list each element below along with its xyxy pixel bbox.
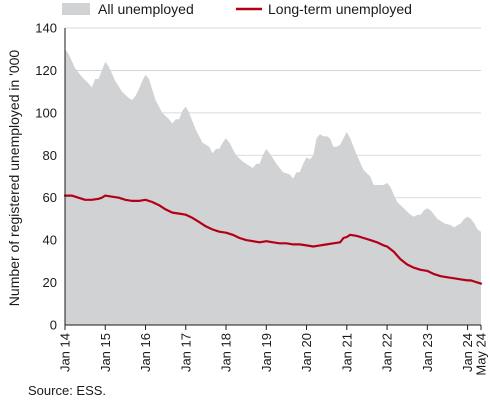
x-tick-label-2015-01: Jan 15 [98,333,113,372]
x-tick-label-2023-01: Jan 23 [420,333,435,372]
x-tick-label-2024-05: May 24 [474,333,489,376]
x-tick-label-2020-01: Jan 20 [299,333,314,372]
x-tick-label-2022-01: Jan 22 [380,333,395,372]
y-tick-label-120: 120 [35,63,57,78]
y-tick-label-20: 20 [43,275,57,290]
x-tick-label-2024-01: Jan 24 [460,333,475,372]
legend-label-all-unemployed: All unemployed [98,1,194,17]
x-tick-label-2016-01: Jan 16 [138,333,153,372]
source-note: Source: ESS. [28,383,106,398]
y-axis-title: Number of registered unemployed in '000 [6,50,22,307]
x-tick-label-2014-01: Jan 14 [58,333,73,372]
y-tick-label-100: 100 [35,105,57,120]
y-tick-label-0: 0 [50,318,57,333]
legend-label-long-term-unemployed: Long-term unemployed [268,1,412,17]
y-tick-label-60: 60 [43,190,57,205]
x-tick-label-2021-01: Jan 21 [339,333,354,372]
x-tick-label-2019-01: Jan 19 [259,333,274,372]
y-tick-label-80: 80 [43,148,57,163]
x-tick-label-2017-01: Jan 17 [178,333,193,372]
legend: All unemployed Long-term unemployed [62,1,412,17]
series-line-long-term-unemployed [63,194,483,285]
y-tick-label-140: 140 [35,21,57,36]
series-layer [63,49,483,325]
axis-layer: 0 20 40 60 80 100 120 140 Jan 14 Jan 15 Jan 16 Jan … [35,21,488,376]
series-area-all-unemployed [65,49,481,325]
legend-swatch-all-unemployed [62,3,90,15]
y-tick-label-40: 40 [43,233,57,248]
x-tick-label-2018-01: Jan 18 [219,333,234,372]
